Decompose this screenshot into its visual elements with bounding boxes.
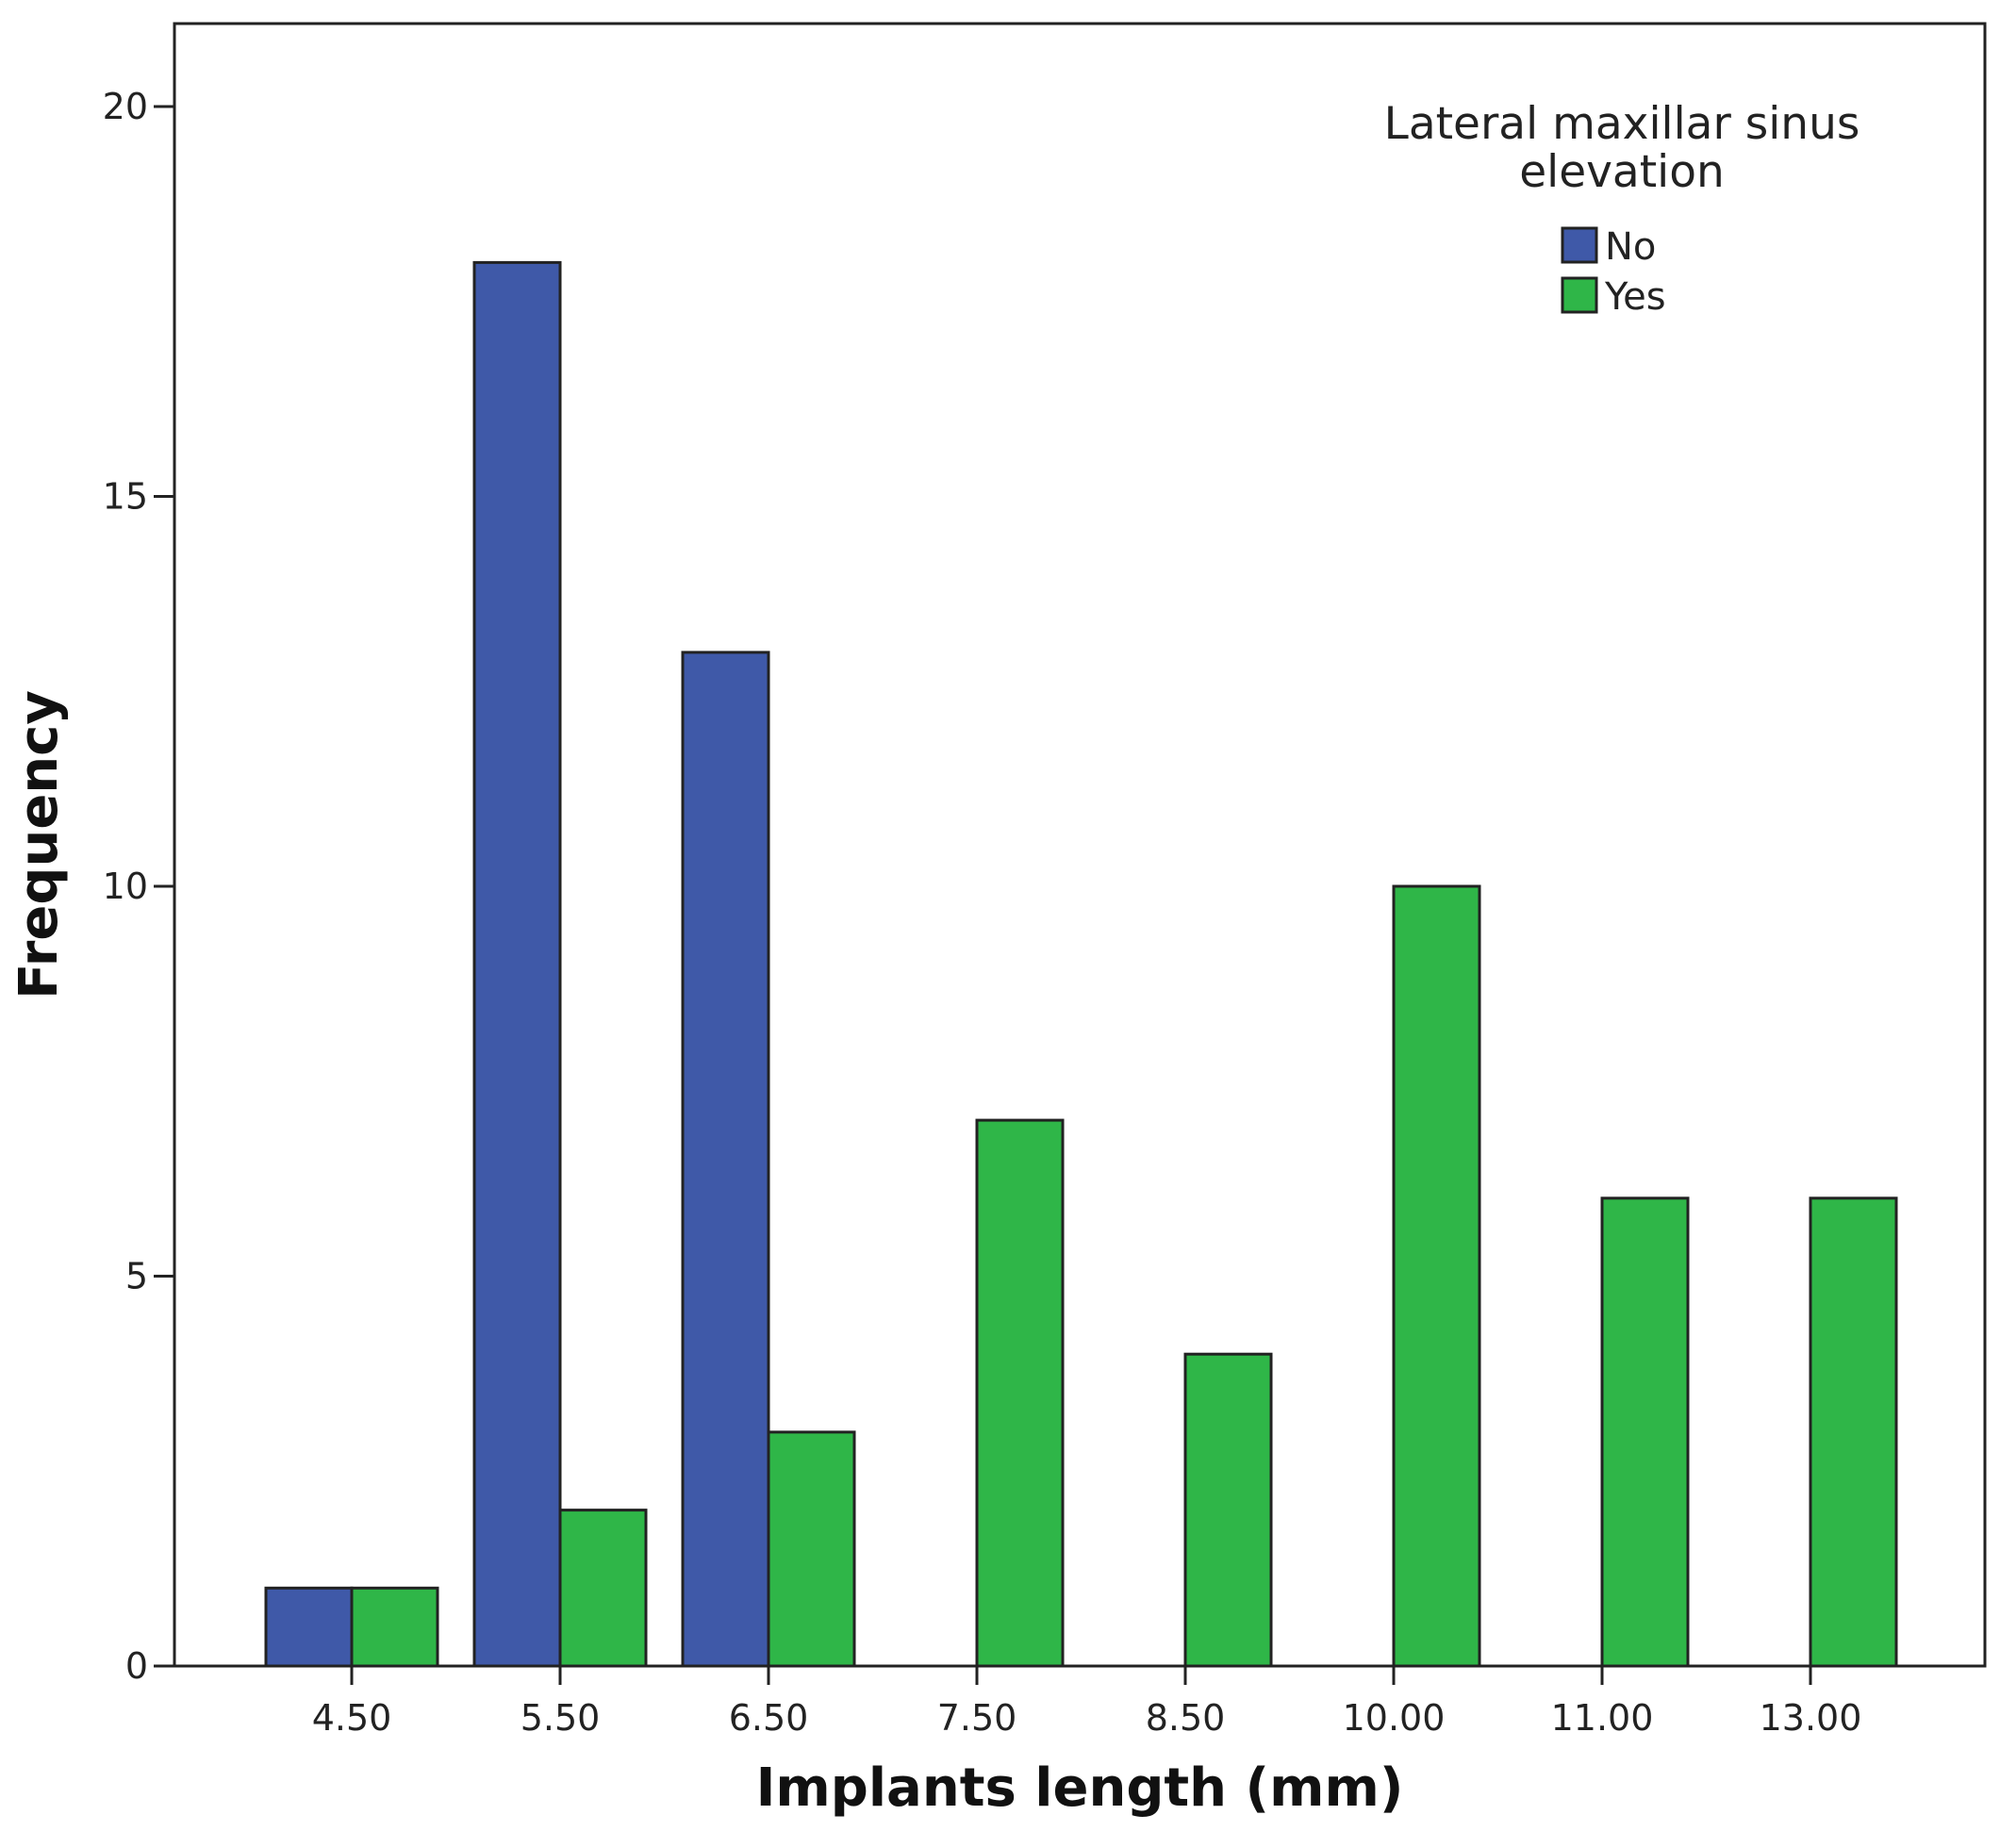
legend-title-line-1: Lateral maxillar sinus	[1384, 98, 1860, 150]
y-tick-label-20: 20	[103, 86, 148, 127]
x-tick-label-2: 6.50	[729, 1697, 809, 1739]
bar-yes-5.50	[558, 1509, 648, 1668]
bar-yes-10.00	[1392, 884, 1481, 1668]
bar-yes-4.50	[350, 1586, 439, 1668]
y-axis: 0 5 10 15 20	[103, 86, 174, 1687]
legend-label-no: No	[1605, 225, 1656, 269]
x-axis: 4.50 5.50 6.50 7.50 8.50 10.00 11.00 13.00	[312, 1666, 1862, 1739]
bar-no-5.50	[472, 260, 562, 1668]
bar-no-4.50	[264, 1586, 354, 1668]
bar-yes-8.50	[1183, 1352, 1273, 1668]
y-axis-title: Frequency	[8, 690, 70, 999]
x-tick-label-4: 8.50	[1146, 1697, 1226, 1739]
legend-swatch-yes	[1561, 276, 1598, 314]
y-tick-label-0: 0	[125, 1645, 148, 1687]
bar-yes-6.50	[767, 1430, 856, 1668]
legend-title-line-2: elevation	[1519, 146, 1725, 198]
y-tick-label-15: 15	[103, 476, 148, 518]
bar-yes-13.00	[1809, 1196, 1898, 1668]
legend: Lateral maxillar sinus elevation No Yes	[1384, 98, 1860, 319]
x-tick-label-5: 10.00	[1343, 1697, 1446, 1739]
x-tick-label-6: 11.00	[1551, 1697, 1654, 1739]
bar-yes-11.00	[1600, 1196, 1690, 1668]
x-tick-label-0: 4.50	[312, 1697, 392, 1739]
bar-yes-7.50	[975, 1118, 1065, 1668]
legend-swatch-no	[1561, 226, 1598, 264]
y-tick-label-5: 5	[125, 1256, 148, 1297]
x-tick-label-7: 13.00	[1760, 1697, 1862, 1739]
plot-frame	[173, 22, 1987, 1668]
x-axis-title: Implants length (mm)	[756, 1757, 1404, 1819]
x-tick-label-1: 5.50	[521, 1697, 601, 1739]
x-tick-label-3: 7.50	[937, 1697, 1017, 1739]
legend-label-yes: Yes	[1604, 275, 1666, 319]
y-tick-label-10: 10	[103, 866, 148, 907]
bars	[264, 260, 1898, 1668]
bar-no-6.50	[681, 651, 770, 1668]
